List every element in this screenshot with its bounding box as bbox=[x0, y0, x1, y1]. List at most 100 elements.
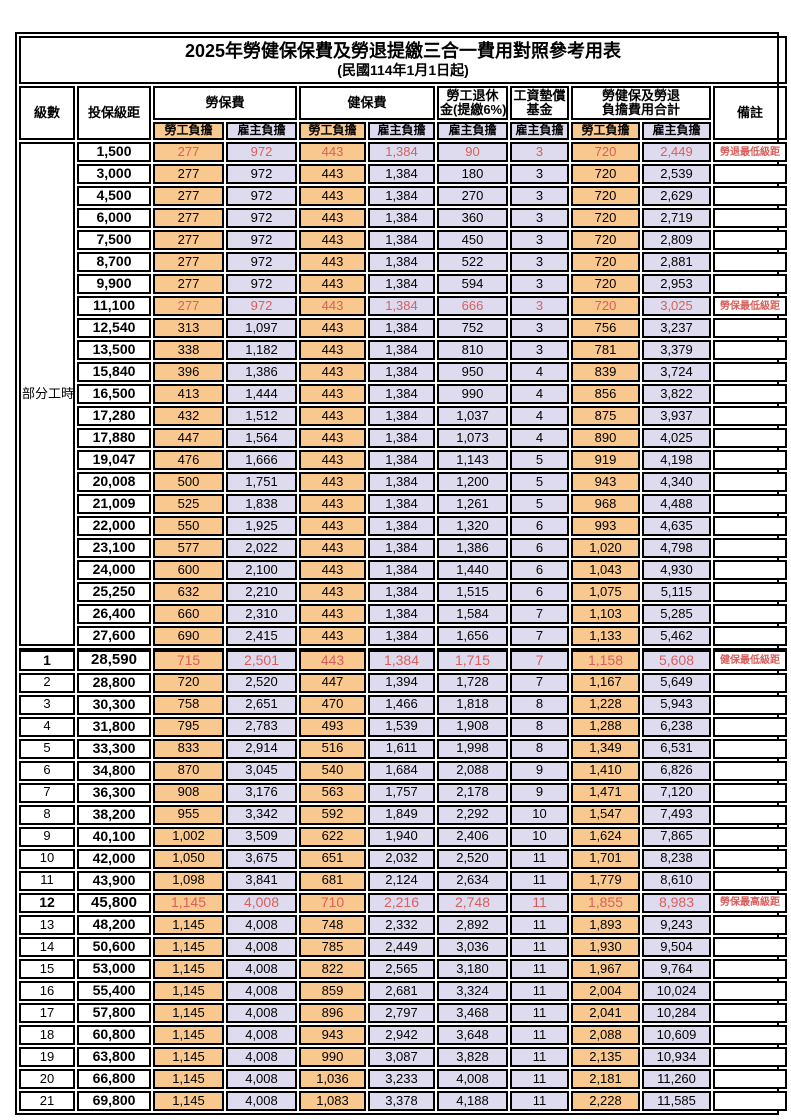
value-cell: 5,285 bbox=[642, 604, 711, 624]
table-row: 25,250 632 2,210 443 1,384 1,515 6 1,075 5,115 bbox=[19, 582, 788, 602]
remark-cell bbox=[713, 1003, 788, 1023]
value-cell: 443 bbox=[299, 494, 366, 514]
value-cell: 1,684 bbox=[368, 760, 435, 781]
remark-cell bbox=[713, 362, 788, 382]
bracket-cell: 33,300 bbox=[77, 738, 151, 759]
value-cell: 1,037 bbox=[437, 406, 508, 426]
table-row: 7,500 277 972 443 1,384 450 3 720 2,809 bbox=[19, 230, 788, 250]
value-cell: 396 bbox=[153, 362, 224, 382]
table-row: 22,000 550 1,925 443 1,384 1,320 6 993 4,635 bbox=[19, 516, 788, 536]
value-cell: 1,908 bbox=[437, 716, 508, 737]
table-row: 19 63,800 1,145 4,008 990 3,087 3,828 11 2,135 10… bbox=[19, 1047, 788, 1067]
col-header-total: 勞健保及勞退 負擔費用合計 bbox=[571, 86, 711, 120]
table-row: 12,540 313 1,097 443 1,384 752 3 756 3,237 bbox=[19, 318, 788, 338]
value-cell: 313 bbox=[153, 318, 224, 338]
value-cell: 1,394 bbox=[368, 672, 435, 693]
value-cell: 277 bbox=[153, 142, 224, 162]
bracket-cell: 26,400 bbox=[77, 604, 151, 624]
remark-cell bbox=[713, 252, 788, 272]
value-cell: 1,158 bbox=[571, 648, 640, 671]
value-cell: 1,261 bbox=[437, 494, 508, 514]
value-cell: 1,410 bbox=[571, 760, 640, 781]
value-cell: 9,243 bbox=[642, 915, 711, 935]
value-cell: 600 bbox=[153, 560, 224, 580]
bracket-cell: 1,500 bbox=[77, 142, 151, 162]
value-cell: 1,384 bbox=[368, 516, 435, 536]
value-cell: 10 bbox=[510, 804, 569, 825]
value-cell: 4 bbox=[510, 428, 569, 448]
value-cell: 4,008 bbox=[226, 959, 297, 979]
value-cell: 972 bbox=[226, 230, 297, 250]
table-outer-border: 2025年勞健保保費及勞退提繳三合一費用對照參考用表 (民國114年1月1日起)… bbox=[15, 32, 788, 1115]
level-cell: 15 bbox=[19, 959, 75, 979]
value-cell: 3,180 bbox=[437, 959, 508, 979]
remark-cell bbox=[713, 384, 788, 404]
value-cell: 7,120 bbox=[642, 782, 711, 803]
value-cell: 90 bbox=[437, 142, 508, 162]
bracket-cell: 27,600 bbox=[77, 626, 151, 646]
value-cell: 2,681 bbox=[368, 981, 435, 1001]
value-cell: 3,841 bbox=[226, 870, 297, 891]
bracket-cell: 17,280 bbox=[77, 406, 151, 426]
value-cell: 5,115 bbox=[642, 582, 711, 602]
value-cell: 833 bbox=[153, 738, 224, 759]
value-cell: 577 bbox=[153, 538, 224, 558]
value-cell: 3 bbox=[510, 186, 569, 206]
value-cell: 9 bbox=[510, 760, 569, 781]
table-row: 13,500 338 1,182 443 1,384 810 3 781 3,379 bbox=[19, 340, 788, 360]
value-cell: 2,332 bbox=[368, 915, 435, 935]
value-cell: 875 bbox=[571, 406, 640, 426]
bracket-cell: 20,008 bbox=[77, 472, 151, 492]
value-cell: 8,238 bbox=[642, 848, 711, 869]
bracket-cell: 48,200 bbox=[77, 915, 151, 935]
value-cell: 11 bbox=[510, 959, 569, 979]
value-cell: 972 bbox=[226, 274, 297, 294]
value-cell: 2,124 bbox=[368, 870, 435, 891]
level-cell: 20 bbox=[19, 1069, 75, 1089]
remark-cell bbox=[713, 694, 788, 715]
value-cell: 11 bbox=[510, 937, 569, 957]
subheader-employer: 雇主負擔 bbox=[368, 122, 435, 140]
level-cell: 6 bbox=[19, 760, 75, 781]
value-cell: 1,715 bbox=[437, 648, 508, 671]
value-cell: 3 bbox=[510, 252, 569, 272]
value-cell: 8 bbox=[510, 738, 569, 759]
value-cell: 443 bbox=[299, 516, 366, 536]
value-cell: 8,983 bbox=[642, 892, 711, 913]
value-cell: 443 bbox=[299, 208, 366, 228]
bracket-cell: 8,700 bbox=[77, 252, 151, 272]
header-line: 勞健保及勞退 bbox=[601, 87, 680, 103]
remark-cell bbox=[713, 274, 788, 294]
remark-cell bbox=[713, 1047, 788, 1067]
value-cell: 9,764 bbox=[642, 959, 711, 979]
value-cell: 3,675 bbox=[226, 848, 297, 869]
remark-cell bbox=[713, 937, 788, 957]
bracket-cell: 60,800 bbox=[77, 1025, 151, 1045]
remark-cell bbox=[713, 230, 788, 250]
value-cell: 447 bbox=[153, 428, 224, 448]
value-cell: 277 bbox=[153, 274, 224, 294]
value-cell: 4,008 bbox=[226, 1069, 297, 1089]
value-cell: 1,103 bbox=[571, 604, 640, 624]
value-cell: 859 bbox=[299, 981, 366, 1001]
bracket-cell: 31,800 bbox=[77, 716, 151, 737]
value-cell: 2,565 bbox=[368, 959, 435, 979]
value-cell: 720 bbox=[571, 274, 640, 294]
value-cell: 443 bbox=[299, 384, 366, 404]
value-cell: 2,634 bbox=[437, 870, 508, 891]
value-cell: 1,930 bbox=[571, 937, 640, 957]
value-cell: 2,216 bbox=[368, 892, 435, 913]
value-cell: 2,100 bbox=[226, 560, 297, 580]
value-cell: 277 bbox=[153, 230, 224, 250]
value-cell: 443 bbox=[299, 230, 366, 250]
value-cell: 2,539 bbox=[642, 164, 711, 184]
value-cell: 1,075 bbox=[571, 582, 640, 602]
level-cell: 11 bbox=[19, 870, 75, 891]
bracket-cell: 7,500 bbox=[77, 230, 151, 250]
value-cell: 681 bbox=[299, 870, 366, 891]
header-line: 工資墊償 bbox=[513, 87, 566, 103]
value-cell: 4,008 bbox=[437, 1069, 508, 1089]
bracket-cell: 40,100 bbox=[77, 826, 151, 847]
value-cell: 6,531 bbox=[642, 738, 711, 759]
value-cell: 785 bbox=[299, 937, 366, 957]
